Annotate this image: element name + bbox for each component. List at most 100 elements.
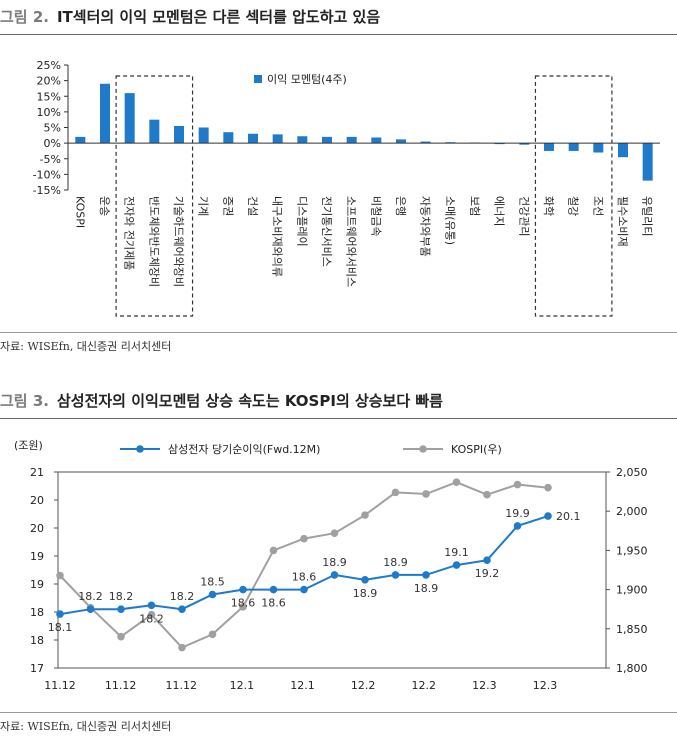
data-label: 18.6: [261, 597, 286, 610]
bar-chart-sector-momentum: 25% 20% 15% 10% 5% 0% -5% -10% -15% KOSPI 운송 전자와 전기…: [33, 59, 660, 317]
x-tick-label: 12.1: [290, 679, 315, 692]
data-label: 18.6: [231, 597, 256, 610]
left-tick-label: 19: [30, 578, 44, 591]
bar: [198, 127, 209, 144]
samsung-point: [147, 601, 156, 610]
x-tick-label: 11.12: [105, 679, 137, 692]
right-tick-label: 1,800: [616, 662, 648, 675]
data-label: 18.9: [414, 582, 439, 595]
x-tick-label: 소프트웨어와서비스: [345, 196, 358, 287]
x-tick-label: KOSPI: [73, 196, 86, 228]
x-tick-label: 12.3: [472, 679, 497, 692]
kospi-point: [544, 483, 552, 492]
bar: [75, 136, 86, 144]
x-tick-label: 기술하드웨어와장비: [172, 196, 186, 287]
y-tick-label: 15%: [37, 90, 61, 103]
bar: [642, 143, 653, 181]
bar: [100, 83, 110, 144]
samsung-point: [544, 512, 552, 520]
figure2-source: 자료: WISEfn, 대신증권 리서치센터: [0, 340, 172, 353]
left-tick-label: 19: [30, 550, 44, 563]
line-chart-samsung-vs-kospi: (조원) 21 20 20 19 19 18 18 17 2,050 2,000 1,950 1,900…: [14, 439, 648, 692]
bar: [593, 143, 604, 153]
data-label: 19.1: [444, 546, 469, 559]
data-label: 18.2: [170, 590, 195, 603]
x-tick-label: 11.12: [44, 679, 76, 692]
kospi-point: [117, 632, 125, 641]
legend-marker-kospi: [419, 445, 427, 453]
y-axis-unit-label: (조원): [14, 439, 43, 452]
x-tick-label: 12.2: [412, 679, 437, 692]
kospi-line: [59, 481, 549, 649]
samsung-point: [483, 556, 491, 564]
x-tick-label: 에너지: [493, 196, 506, 226]
figure2-title-text: IT섹터의 이익 모멘텀은 다른 섹터를 압도하고 있음: [56, 8, 381, 26]
x-tick-label: 내구소비재와의류: [271, 196, 284, 277]
bar: [124, 93, 135, 144]
left-tick-label: 18: [30, 606, 44, 619]
x-tick-label: 반도체와반도체장비: [147, 196, 160, 287]
x-tick-label: 11.12: [166, 679, 198, 692]
figure3-title: 그림 3. 삼성전자의 이익모멘텀 상승 속도는 KOSPI의 상승보다 빠름: [0, 390, 443, 411]
kospi-point: [208, 630, 217, 639]
data-label: 18.9: [353, 587, 378, 600]
bar: [568, 143, 579, 151]
samsung-point: [391, 571, 400, 579]
figure2-top-rule: [0, 34, 677, 35]
samsung-point: [422, 571, 430, 579]
x-tick-label: 기계: [197, 196, 210, 216]
bar: [420, 141, 431, 144]
figure3-source: 자료: WISEfn, 대신증권 리서치센터: [0, 720, 172, 733]
samsung-point: [178, 605, 186, 613]
left-tick-label: 21: [30, 466, 44, 479]
data-label: 18.1: [48, 621, 73, 634]
data-label: 18.2: [139, 612, 164, 625]
bar: [297, 136, 308, 144]
bar: [371, 137, 382, 144]
bar: [519, 143, 530, 145]
data-label: 20.1: [556, 510, 581, 523]
right-tick-label: 2,000: [616, 505, 648, 518]
samsung-point: [86, 605, 95, 613]
figure2-number: 그림 2.: [0, 8, 49, 26]
samsung-point: [239, 585, 247, 594]
kospi-point: [56, 571, 64, 580]
kospi-point: [239, 603, 247, 611]
x-tick-label: 증권: [221, 196, 234, 216]
kospi-point: [422, 490, 430, 498]
kospi-point: [513, 480, 522, 489]
kospi-point: [483, 490, 491, 499]
x-tick-label: 철강: [567, 196, 580, 216]
kospi-point: [452, 478, 461, 486]
samsung-point: [269, 585, 278, 594]
bar: [174, 125, 184, 144]
highlight-box: [534, 75, 613, 317]
figure3-title-text: 삼성전자의 이익모멘텀 상승 속도는 KOSPI의 상승보다 빠름: [56, 392, 443, 410]
bar: [223, 132, 234, 144]
y-tick-label: 5%: [44, 122, 61, 135]
figure3-top-rule: [0, 418, 677, 419]
data-label: 18.2: [109, 590, 134, 603]
plot-frame: [57, 471, 607, 669]
bar: [544, 143, 554, 151]
x-tick-label: 전기통신서비스: [320, 196, 333, 267]
left-tick-label: 20: [30, 522, 44, 535]
figure2-bottom-rule: [0, 332, 677, 333]
right-tick-label: 1,850: [616, 623, 648, 636]
bar: [272, 134, 283, 144]
data-label: 18.2: [78, 590, 103, 603]
x-tick-label: 운송: [98, 196, 111, 216]
left-tick-label: 20: [30, 494, 44, 507]
x-tick-label: 소매(유통): [443, 196, 456, 245]
x-tick-label: 유틸리티: [641, 196, 654, 236]
figure3-number: 그림 3.: [0, 392, 49, 410]
right-tick-label: 1,900: [616, 584, 648, 597]
data-label: 19.2: [475, 567, 500, 580]
data-label: 18.9: [322, 556, 347, 569]
x-tick-label: 전자와 전기제품: [123, 196, 136, 270]
kospi-point: [300, 534, 308, 543]
samsung-point: [330, 571, 339, 579]
data-label: 18.9: [383, 556, 408, 569]
bar: [396, 139, 406, 144]
legend-label: 이익 모멘텀(4주): [267, 73, 347, 86]
